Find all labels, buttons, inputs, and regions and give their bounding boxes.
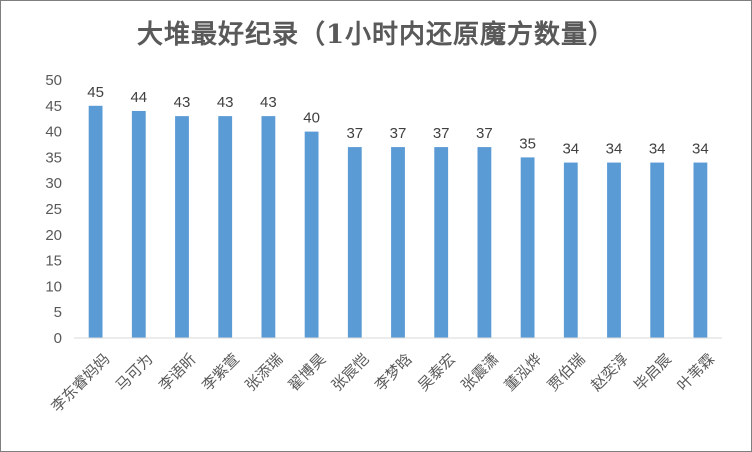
category-label: 李紫萱: [198, 350, 243, 395]
category-label: 翟博昊: [285, 350, 330, 395]
data-label: 43: [260, 94, 277, 111]
y-tick-label: 45: [45, 98, 62, 115]
y-axis-ticks: 0 5 10 15 20 25 30 35 40 45 50: [45, 72, 62, 347]
category-label: 张添瑞: [242, 350, 287, 395]
y-tick-label: 40: [45, 124, 62, 141]
data-label: 37: [433, 125, 450, 142]
bar: [88, 105, 103, 338]
data-label: 45: [87, 84, 104, 101]
category-label: 张宸恺: [328, 350, 373, 395]
bar: [650, 162, 665, 338]
data-label: 43: [174, 94, 191, 111]
chart-title: 大堆最好纪录（1小时内还原魔方数量）: [136, 20, 616, 50]
category-label: 吴泰宏: [414, 350, 459, 395]
data-label: 34: [649, 141, 666, 158]
category-label: 董泓烨: [501, 350, 546, 395]
bar: [304, 131, 319, 338]
category-label: 张震潇: [458, 350, 503, 395]
bar: [175, 116, 189, 339]
data-label: 34: [562, 141, 579, 158]
bar: [693, 162, 708, 338]
bar: [347, 147, 362, 338]
bar: [607, 162, 621, 338]
category-label: 李语昕: [155, 350, 200, 395]
y-tick-label: 0: [54, 330, 62, 347]
data-label: 34: [606, 141, 623, 158]
data-label: 37: [390, 125, 407, 142]
data-label: 37: [346, 125, 363, 142]
y-tick-label: 35: [45, 149, 62, 166]
bar: [477, 147, 492, 338]
category-label: 赵奕淳: [587, 350, 632, 395]
y-tick-label: 20: [45, 227, 62, 244]
bar: [520, 157, 535, 338]
data-label: 44: [130, 89, 147, 106]
category-label: 马可为: [112, 350, 157, 395]
y-tick-label: 5: [54, 304, 62, 321]
y-tick-label: 50: [45, 72, 62, 89]
data-label: 35: [519, 135, 536, 152]
bars: [88, 105, 708, 339]
bar: [218, 116, 233, 339]
category-label: 李梦晗: [371, 350, 416, 395]
y-tick-label: 15: [45, 253, 62, 270]
y-tick-label: 10: [45, 278, 62, 295]
bar: [391, 147, 405, 338]
data-label: 40: [303, 110, 320, 127]
bar: [434, 147, 449, 338]
data-label: 34: [692, 141, 709, 158]
category-label: 李东睿妈妈: [48, 350, 114, 416]
bar: [261, 116, 276, 339]
data-label: 43: [217, 94, 234, 111]
bar: [563, 162, 578, 338]
category-label: 贾伯瑞: [544, 350, 589, 395]
category-label: 毕启宸: [630, 350, 675, 395]
category-labels: 李东睿妈妈马可为李语昕李紫萱张添瑞翟博昊张宸恺李梦晗吴泰宏张震潇董泓烨贾伯瑞赵奕…: [48, 350, 719, 416]
category-label: 叶苇霖: [674, 350, 719, 395]
y-tick-label: 30: [45, 175, 62, 192]
bar: [131, 110, 146, 339]
data-label: 37: [476, 125, 493, 142]
data-labels: 45 44 43 43 43 40 37 37 37 37 35 34 34 34 34: [87, 84, 708, 158]
y-tick-label: 25: [45, 201, 62, 218]
